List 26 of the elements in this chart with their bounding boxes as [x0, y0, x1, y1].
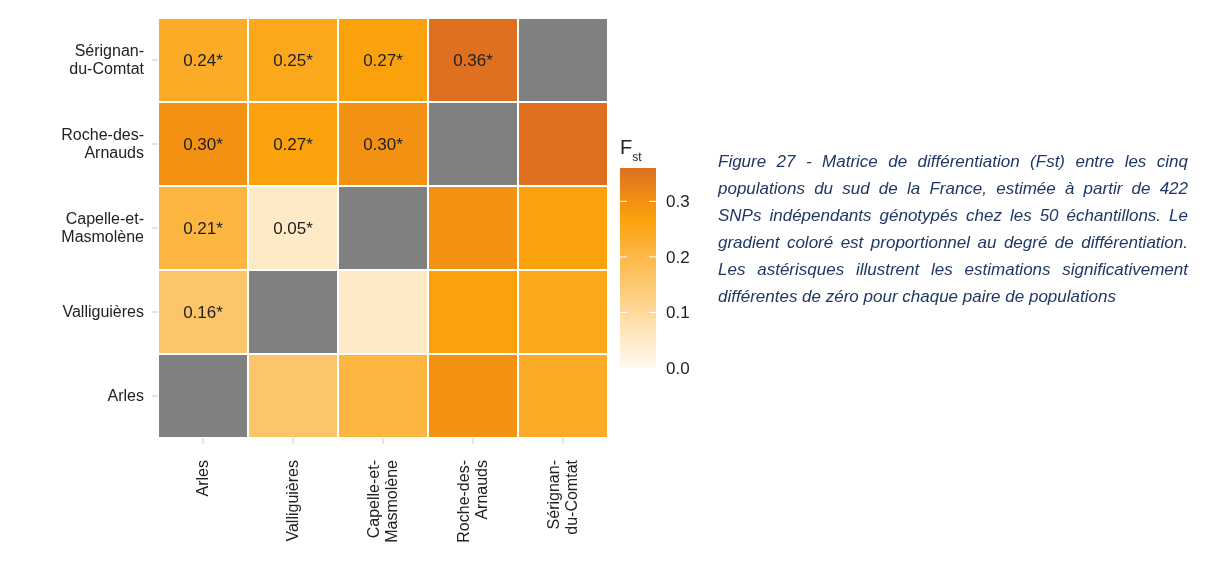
data-label: 0.16* — [183, 302, 224, 322]
data-label: 0.27* — [363, 50, 404, 70]
data-label: 0.30* — [363, 134, 404, 154]
y-tick-label: Sérignan-du-Comtat — [69, 42, 145, 77]
y-tick-label: Capelle-et-Masmolène — [61, 210, 145, 245]
x-tick-label: Roche-des-Arnauds — [455, 460, 490, 543]
data-label: 0.21* — [183, 218, 224, 238]
data-label: 0.30* — [183, 134, 224, 154]
x-tick-label: Valliguières — [284, 460, 301, 542]
data-label: 0.25* — [273, 50, 314, 70]
data-label: 0.24* — [183, 50, 224, 70]
y-tick-label: Roche-des-Arnauds — [61, 126, 144, 161]
data-label: 0.27* — [273, 134, 314, 154]
data-label: 0.05* — [273, 218, 314, 238]
caption: Figure 27 - Matrice de différentiation (Fst) entre les cinq populations du sud de la France, estimée à partir de 422 SNPs indépendants génotypés chez les 50 échantillons. Le gradient coloré est proportionnel au degré de différentiation. Les astérisques illustrent les estimations significativement différentes de zéro pour chaque paire de populations — [718, 151, 1188, 308]
y-tick-label: Arles — [107, 387, 144, 404]
x-tick-label: Sérignan-du-Comtat — [545, 459, 580, 535]
x-tick-label: Capelle-et-Masmolène — [365, 459, 400, 543]
color-bar-title: F$_{st}$ — [620, 136, 643, 164]
y-tick-label: Valliguières — [62, 303, 144, 320]
color-bar-label: 0.1 — [666, 303, 690, 323]
x-tick-label: Arles — [194, 460, 211, 497]
data-label: 0.36* — [453, 50, 494, 70]
color-bar-label: 0.2 — [666, 247, 690, 267]
color-bar-label: 0.0 — [666, 359, 690, 378]
color-bar-label: 0.3 — [666, 192, 690, 212]
